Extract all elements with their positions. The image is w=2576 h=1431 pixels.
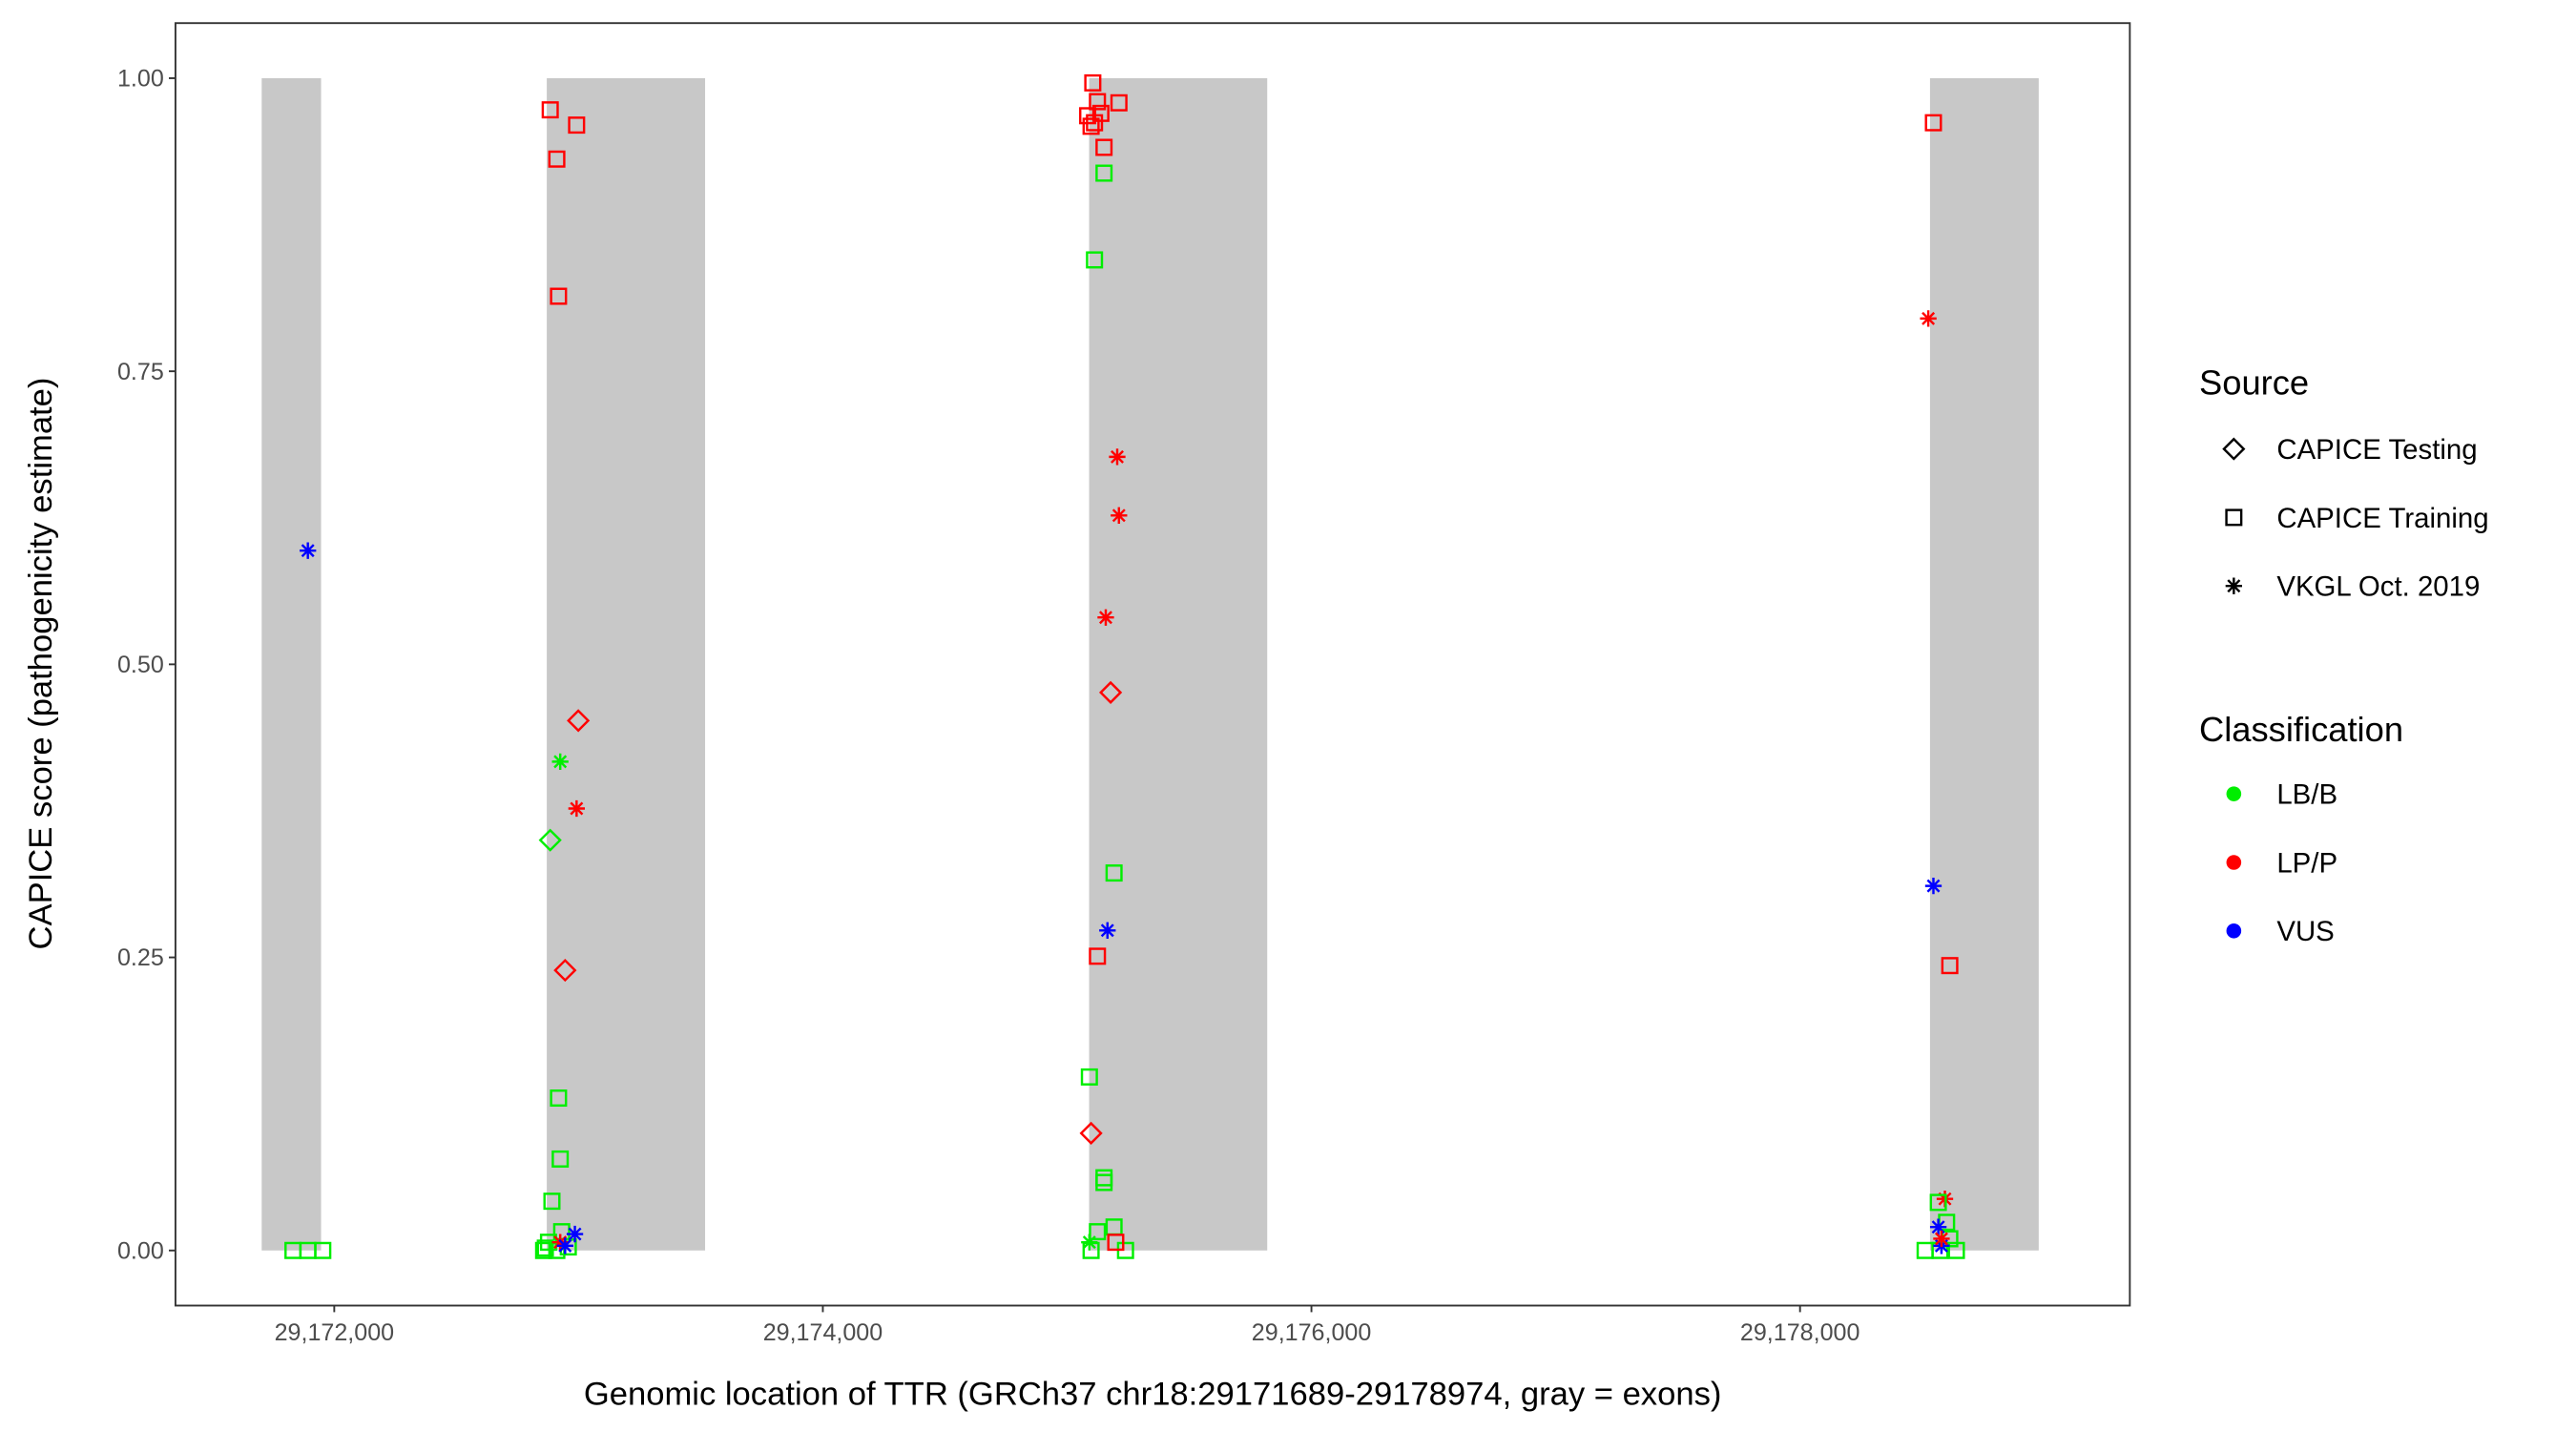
data-point (1098, 680, 1123, 704)
data-point (1099, 922, 1116, 939)
data-point (551, 753, 569, 771)
data-point (541, 101, 559, 119)
data-point (1082, 117, 1100, 135)
legend-source: Source CAPICE Testing CAPICE Training VKGL… (2199, 363, 2489, 602)
data-point (1081, 1234, 1098, 1251)
data-point (1109, 448, 1126, 466)
legend-source-label: CAPICE Testing (2276, 434, 2477, 466)
x-tick-label: 29,172,000 (275, 1319, 395, 1346)
exon-bands (261, 77, 2039, 1251)
data-point (1095, 1173, 1113, 1192)
data-point (551, 1150, 570, 1168)
data-point (543, 1192, 561, 1211)
legend-diamond-icon (2222, 437, 2246, 461)
y-axis: 0.00 0.25 0.50 0.75 1.00 (117, 66, 176, 1264)
data-point (568, 799, 586, 818)
exon-band (1089, 77, 1268, 1251)
data-point (556, 1237, 573, 1255)
exon-band (1929, 77, 2039, 1251)
data-point (1929, 1218, 1947, 1235)
data-point (536, 1239, 554, 1257)
data-point (300, 542, 317, 559)
data-point (1089, 947, 1107, 965)
legend-classification-label: LB/B (2276, 779, 2337, 811)
data-point (1111, 507, 1128, 524)
legend-source-label: CAPICE Training (2276, 503, 2488, 534)
y-tick-label: 0.75 (117, 359, 164, 385)
legend-classification-title: Classification (2199, 710, 2403, 749)
data-points (284, 73, 1965, 1259)
data-point (1097, 609, 1114, 626)
legend-source-title: Source (2199, 363, 2309, 402)
y-tick-label: 1.00 (117, 66, 164, 93)
legend-classification-label: VUS (2276, 916, 2334, 947)
legend-dot-icon (2226, 786, 2242, 801)
y-axis-title: CAPICE score (pathogenicity estimate) (23, 378, 59, 950)
data-point (1095, 138, 1113, 156)
data-point (568, 116, 586, 135)
data-point (1086, 114, 1104, 132)
x-tick-label: 29,178,000 (1740, 1319, 1860, 1346)
legend-asterisk-icon (2225, 577, 2242, 594)
legend-classification: Classification LB/B LP/P VUS (2199, 710, 2403, 947)
y-tick-label: 0.25 (117, 944, 164, 971)
data-point (550, 287, 568, 305)
data-point (566, 1225, 584, 1243)
data-point (1105, 864, 1123, 882)
legend-dot-icon (2226, 923, 2242, 939)
x-axis: 29,172,000 29,174,000 29,176,000 29,178,000 (275, 1305, 1860, 1346)
legend-source-label: VKGL Oct. 2019 (2276, 571, 2480, 603)
data-point (1920, 310, 1937, 327)
data-point (1924, 877, 1942, 895)
legend-classification-label: LP/P (2276, 847, 2337, 879)
x-axis-title: Genomic location of TTR (GRCh37 chr18:29… (584, 1376, 1722, 1412)
legend-dot-icon (2226, 855, 2242, 870)
y-tick-label: 0.00 (117, 1237, 164, 1264)
data-point (1089, 1223, 1107, 1241)
data-point (1089, 93, 1107, 111)
data-point (1079, 1121, 1103, 1145)
x-tick-label: 29,176,000 (1252, 1319, 1372, 1346)
data-point (1929, 1193, 1947, 1212)
data-point (1084, 73, 1102, 92)
y-tick-label: 0.50 (117, 652, 164, 678)
data-point (550, 1089, 568, 1108)
data-point (1095, 164, 1113, 182)
legend-square-icon (2225, 508, 2243, 527)
data-point (1086, 251, 1104, 269)
exon-band (261, 77, 322, 1251)
data-point (567, 709, 591, 733)
data-point (538, 828, 562, 852)
data-point (548, 150, 566, 168)
data-point (1080, 1068, 1098, 1086)
exon-band (547, 77, 706, 1251)
x-tick-label: 29,174,000 (763, 1319, 883, 1346)
data-point (1933, 1230, 1950, 1248)
data-point (314, 1241, 332, 1259)
data-point (553, 958, 577, 983)
data-point (1107, 1234, 1125, 1252)
data-point (1924, 114, 1942, 132)
data-point (1110, 93, 1128, 112)
data-point (1941, 957, 1959, 975)
